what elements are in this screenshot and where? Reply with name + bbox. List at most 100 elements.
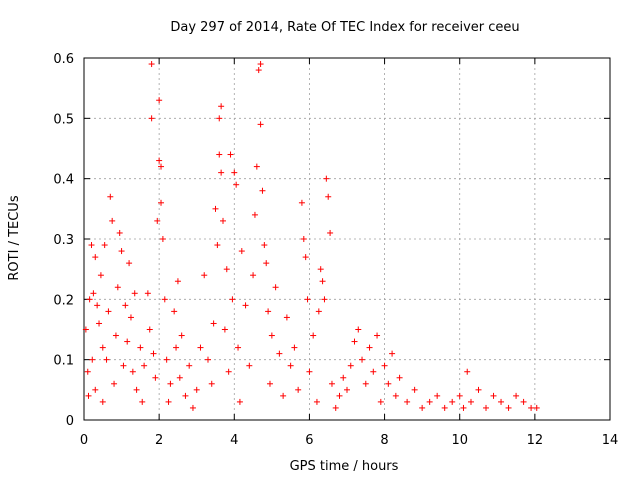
data-point (124, 338, 131, 345)
data-point (328, 380, 335, 387)
data-point (208, 380, 215, 387)
data-point (253, 163, 260, 170)
data-point (156, 157, 163, 164)
data-point (90, 290, 97, 297)
data-point (505, 404, 512, 411)
y-tick-label: 0.3 (53, 233, 74, 248)
data-point (261, 242, 268, 249)
data-point (161, 296, 168, 303)
data-point (152, 374, 159, 381)
data-point (377, 398, 384, 405)
data-point (344, 386, 350, 393)
data-point (385, 380, 392, 387)
data-point (257, 121, 264, 128)
data-point (225, 368, 232, 375)
x-tick-label: 0 (80, 433, 88, 448)
data-point (332, 404, 339, 411)
data-point (266, 380, 273, 387)
data-point (126, 260, 133, 267)
data-point (122, 302, 129, 309)
data-point (304, 296, 311, 303)
data-point (359, 356, 366, 363)
data-point (315, 308, 322, 315)
data-point (411, 386, 418, 393)
data-point (366, 344, 373, 351)
data-point (82, 326, 89, 333)
data-point (84, 368, 91, 375)
data-point (404, 398, 411, 405)
grid-lines (84, 58, 610, 420)
data-point (300, 236, 307, 242)
tick-marks (83, 57, 611, 421)
data-point (193, 386, 200, 393)
data-point (103, 356, 110, 363)
data-point (109, 217, 116, 224)
data-point (133, 386, 140, 393)
data-point (283, 314, 290, 321)
data-point (374, 332, 381, 339)
data-point (327, 229, 334, 236)
data-point (99, 344, 106, 351)
data-point (150, 350, 157, 357)
data-point (154, 217, 161, 224)
data-point (182, 392, 189, 399)
data-point (218, 169, 225, 176)
data-point (483, 404, 490, 411)
data-point (498, 398, 505, 405)
data-point (89, 356, 96, 363)
data-point (291, 344, 298, 351)
data-point (137, 344, 144, 351)
data-point (317, 266, 324, 273)
data-point (340, 374, 347, 381)
data-point (323, 175, 330, 182)
data-points (82, 61, 540, 411)
data-point (426, 398, 433, 405)
data-point (460, 404, 467, 411)
y-tick-label: 0.1 (53, 354, 74, 369)
x-tick-label: 4 (230, 433, 238, 448)
data-point (141, 362, 148, 369)
data-point (419, 404, 426, 411)
data-point (173, 344, 180, 351)
data-point (229, 296, 236, 303)
data-point (392, 392, 399, 399)
data-point (441, 404, 448, 411)
data-point (490, 392, 497, 399)
data-point (99, 398, 106, 405)
data-point (167, 380, 174, 387)
data-point (381, 362, 388, 369)
tick-labels: 0 2 4 6 8 10 12 14 0 0.1 0.2 0.3 0.4 0.5 0.6 (53, 52, 618, 448)
y-tick-label: 0.4 (53, 173, 74, 188)
data-point (231, 169, 238, 176)
data-point (351, 338, 358, 345)
x-tick-label: 10 (451, 433, 468, 448)
x-tick-label: 14 (602, 433, 619, 448)
y-tick-label: 0.5 (53, 112, 74, 127)
data-point (223, 266, 230, 273)
data-point (88, 242, 95, 249)
y-tick-label: 0.6 (53, 52, 74, 67)
x-tick-label: 12 (527, 433, 544, 448)
data-point (533, 404, 540, 411)
data-point (204, 356, 211, 363)
data-point (146, 326, 153, 333)
x-axis-label: GPS time / hours (290, 459, 399, 474)
data-point (298, 199, 305, 206)
data-point (242, 302, 249, 309)
data-point (347, 362, 354, 369)
data-point (176, 374, 183, 381)
data-point (302, 254, 309, 261)
data-point (396, 374, 403, 381)
data-point (319, 278, 326, 285)
data-point (112, 332, 119, 339)
data-point (210, 320, 217, 327)
data-point (235, 344, 242, 351)
data-point (313, 398, 320, 405)
chart-title: Day 297 of 2014, Rate Of TEC Index for r… (170, 20, 519, 35)
data-point (295, 386, 302, 393)
data-point (107, 193, 114, 200)
data-point (263, 260, 270, 267)
